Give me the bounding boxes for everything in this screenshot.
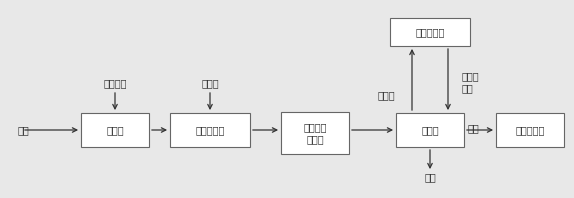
Text: 絮团产生
反应器: 絮团产生 反应器 xyxy=(303,122,327,144)
Text: 回收、处理: 回收、处理 xyxy=(515,125,545,135)
Text: 清水: 清水 xyxy=(424,172,436,182)
Text: 污水: 污水 xyxy=(18,125,30,135)
Bar xyxy=(390,18,470,46)
Text: 浮选槽: 浮选槽 xyxy=(421,125,439,135)
Text: 浮渣: 浮渣 xyxy=(468,123,480,133)
Bar xyxy=(496,113,564,147)
Text: 加压、溶气: 加压、溶气 xyxy=(416,27,445,37)
Text: 回流水: 回流水 xyxy=(377,90,395,100)
Text: 调和槽: 调和槽 xyxy=(106,125,124,135)
Text: 饱和溶
气水: 饱和溶 气水 xyxy=(462,71,480,93)
Text: 油酸钠: 油酸钠 xyxy=(201,78,219,88)
Bar xyxy=(281,112,349,154)
Bar xyxy=(81,113,149,147)
Text: 二级调和槽: 二级调和槽 xyxy=(195,125,224,135)
Text: 氢氧化钙: 氢氧化钙 xyxy=(103,78,127,88)
Bar xyxy=(396,113,464,147)
Bar xyxy=(170,113,250,147)
